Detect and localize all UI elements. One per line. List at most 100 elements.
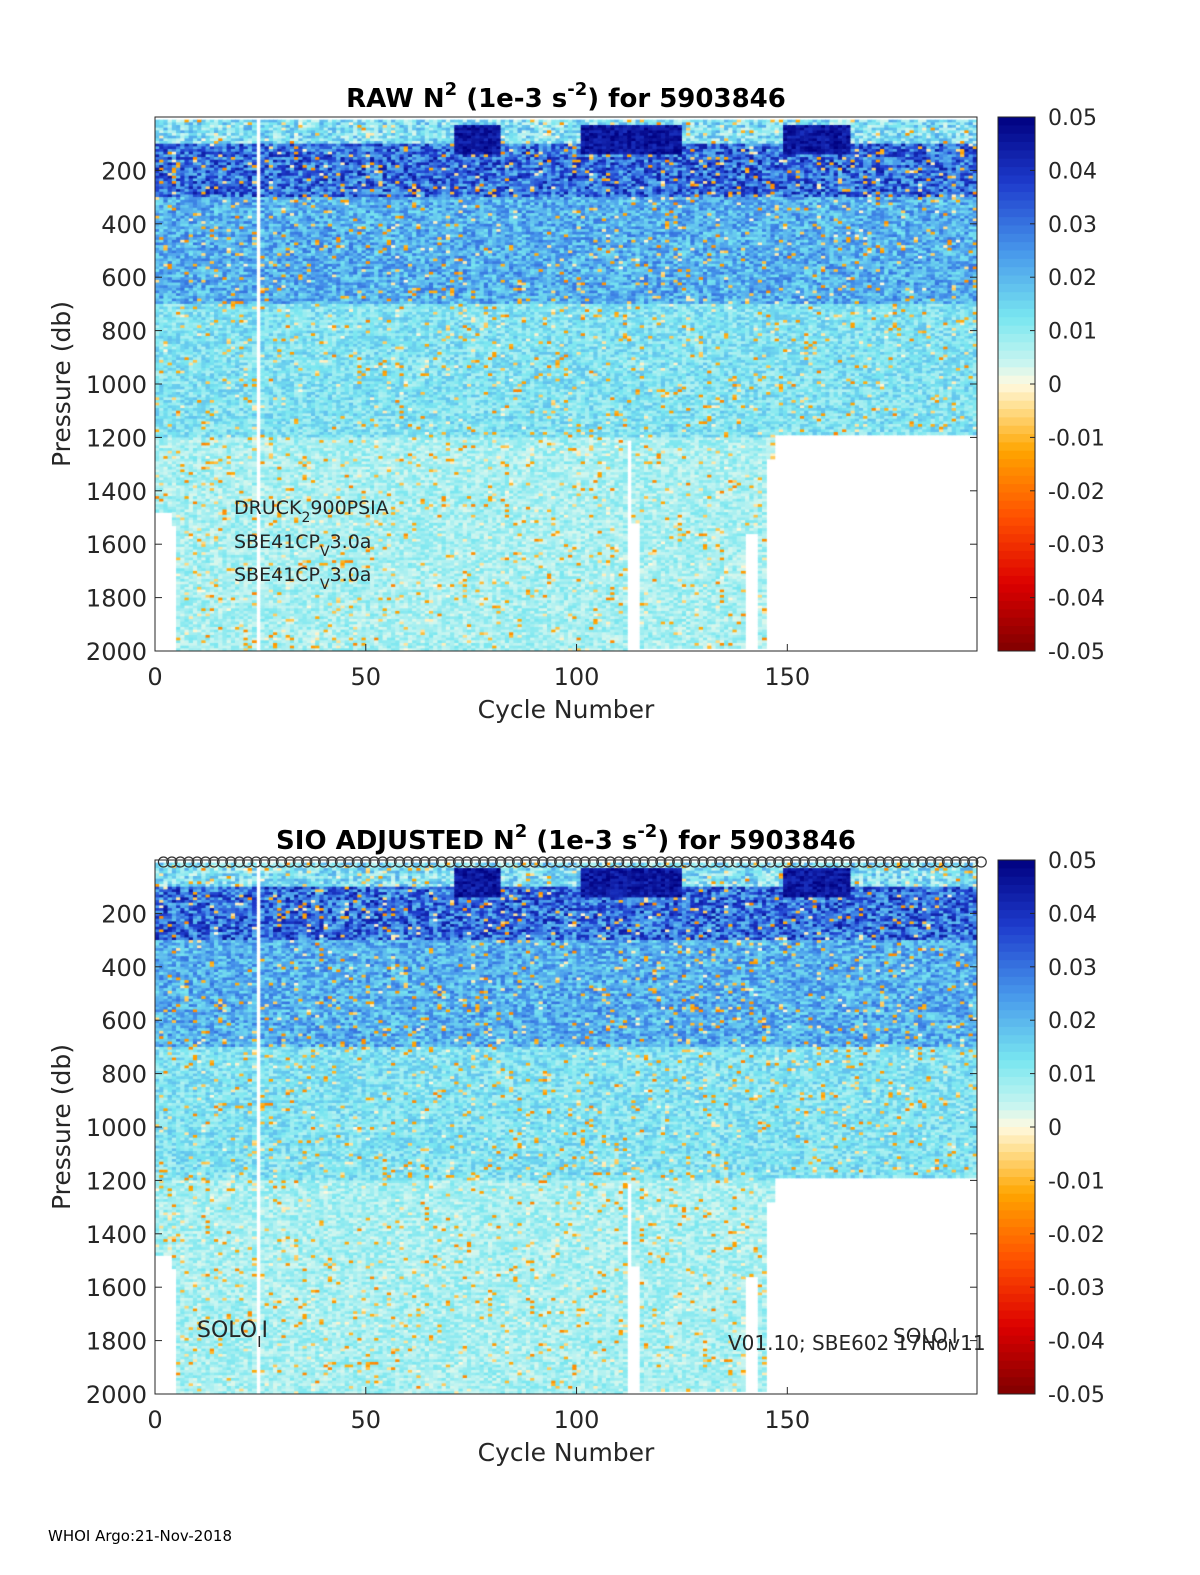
raw-chart-title: RAW N2 (1e-3 s-2) for 5903846 bbox=[346, 79, 786, 114]
colorbar-swatch bbox=[998, 567, 1035, 577]
colorbar-swatch bbox=[998, 525, 1035, 535]
colorbar-swatch bbox=[998, 267, 1035, 277]
raw-sensor-annotations: DRUCK2900PSIA SBE41CPV3.0a SBE41CPV3.0a bbox=[234, 497, 389, 593]
qc-marker bbox=[478, 856, 490, 868]
colorbar-swatch bbox=[998, 625, 1035, 635]
colorbar-swatch bbox=[998, 117, 1035, 126]
colorbar-swatch bbox=[998, 943, 1035, 953]
qc-marker bbox=[747, 856, 760, 868]
colorbar-swatch bbox=[998, 1210, 1035, 1220]
qc-marker bbox=[722, 856, 734, 868]
qc-marker bbox=[579, 856, 591, 868]
qc-marker bbox=[739, 856, 751, 868]
colorbar-swatch bbox=[998, 1026, 1035, 1036]
adjusted-n2-panel: SIO ADJUSTED N2 (1e-3 s-2) for 5903846 2… bbox=[47, 821, 1105, 1467]
qc-marker bbox=[823, 856, 836, 868]
qc-marker bbox=[326, 856, 338, 868]
colorbar-swatch bbox=[998, 283, 1035, 293]
adjusted-heatmap bbox=[155, 860, 977, 1394]
y-tick-label: 1400 bbox=[86, 1221, 147, 1249]
qc-marker bbox=[284, 856, 296, 868]
heatmap-cells bbox=[155, 860, 977, 1394]
colorbar-swatch bbox=[998, 901, 1035, 911]
qc-marker bbox=[587, 856, 600, 868]
colorbar-swatch bbox=[998, 1185, 1035, 1195]
qc-marker bbox=[714, 856, 726, 868]
colorbar-swatch bbox=[998, 534, 1035, 544]
qc-marker bbox=[199, 856, 212, 868]
qc-marker bbox=[427, 856, 439, 868]
colorbar-swatch bbox=[998, 142, 1035, 151]
float-type-annotation-left: SOLOII bbox=[197, 1318, 268, 1351]
qc-marker bbox=[503, 856, 515, 868]
colorbar-swatch bbox=[998, 1093, 1035, 1103]
colorbar-swatch bbox=[998, 133, 1035, 143]
colorbar-swatch bbox=[998, 1135, 1035, 1145]
qc-marker bbox=[183, 856, 195, 868]
y-tick-label: 1800 bbox=[86, 585, 147, 613]
qc-marker bbox=[916, 856, 928, 868]
colorbar-swatch bbox=[998, 459, 1035, 468]
raw-n2-panel: RAW N2 (1e-3 s-2) for 5903846 200 400 600 8… bbox=[47, 79, 1105, 724]
colorbar-swatch bbox=[998, 960, 1035, 969]
adjusted-x-ticks: 0 50 100 150 bbox=[147, 1387, 810, 1434]
y-tick-label: 800 bbox=[101, 1061, 147, 1089]
y-tick-label: 600 bbox=[101, 1007, 147, 1035]
colorbar-swatch bbox=[998, 609, 1035, 619]
x-tick-label: 50 bbox=[350, 663, 381, 691]
qc-marker bbox=[377, 856, 389, 868]
sensor-annotation-3: SBE41CPV3.0a bbox=[234, 564, 371, 593]
colorbar-swatch bbox=[998, 617, 1035, 627]
raw-y-label: Pressure (db) bbox=[47, 301, 76, 467]
colorbar-swatch bbox=[998, 1110, 1035, 1120]
qc-marker bbox=[655, 856, 667, 868]
qc-marker bbox=[393, 856, 406, 868]
qc-marker bbox=[545, 856, 557, 868]
qc-marker bbox=[528, 856, 540, 868]
colorbar-swatch bbox=[998, 1360, 1035, 1370]
colorbar-swatch bbox=[998, 1252, 1035, 1261]
y-tick-label: 1600 bbox=[86, 531, 147, 559]
qc-marker bbox=[688, 856, 701, 868]
colorbar-tick-label: 0.02 bbox=[1048, 1009, 1097, 1034]
y-tick-label: 1800 bbox=[86, 1328, 147, 1356]
colorbar-swatch bbox=[998, 1168, 1035, 1178]
colorbar-swatch bbox=[998, 868, 1035, 878]
qc-marker bbox=[680, 856, 692, 868]
colorbar-swatch bbox=[998, 1001, 1035, 1011]
colorbar-swatch bbox=[998, 1352, 1035, 1362]
qc-marker bbox=[967, 856, 979, 868]
colorbar-tick-label: 0.01 bbox=[1048, 320, 1097, 345]
qc-marker bbox=[849, 856, 861, 868]
qc-marker bbox=[874, 856, 886, 868]
qc-marker bbox=[486, 856, 498, 868]
colorbar-swatch bbox=[998, 550, 1035, 560]
colorbar-swatch bbox=[998, 1327, 1035, 1337]
colorbar-swatch bbox=[998, 951, 1035, 961]
colorbar-swatch bbox=[998, 1368, 1035, 1378]
qc-marker bbox=[866, 856, 878, 868]
y-tick-label: 1200 bbox=[86, 1167, 147, 1195]
qc-marker bbox=[343, 856, 355, 868]
raw-x-ticks: 0 50 100 150 bbox=[147, 644, 810, 691]
colorbar-swatch bbox=[998, 1335, 1035, 1345]
qc-marker bbox=[975, 856, 987, 868]
qc-marker bbox=[233, 856, 245, 868]
colorbar-swatch bbox=[998, 509, 1035, 518]
colorbar-swatch bbox=[998, 500, 1035, 510]
colorbar-swatch bbox=[998, 442, 1035, 452]
qc-marker bbox=[351, 856, 363, 868]
colorbar-swatch bbox=[998, 1318, 1035, 1328]
y-tick-label: 2000 bbox=[86, 1381, 147, 1409]
y-tick-label: 400 bbox=[101, 954, 147, 982]
colorbar-tick-label: -0.02 bbox=[1048, 1223, 1105, 1248]
qc-marker bbox=[629, 856, 642, 868]
colorbar-swatch bbox=[998, 325, 1035, 335]
qc-marker bbox=[562, 856, 574, 868]
raw-y-ticks: 200 400 600 800 1000 1200 1400 1600 1800 2000 bbox=[86, 157, 977, 666]
colorbar-swatch bbox=[998, 1127, 1035, 1136]
colorbar-swatch bbox=[998, 392, 1035, 402]
colorbar-swatch bbox=[998, 1243, 1035, 1253]
adjusted-chart-title: SIO ADJUSTED N2 (1e-3 s-2) for 5903846 bbox=[276, 821, 856, 856]
footer-credit: WHOI Argo:21-Nov-2018 bbox=[48, 1527, 232, 1545]
